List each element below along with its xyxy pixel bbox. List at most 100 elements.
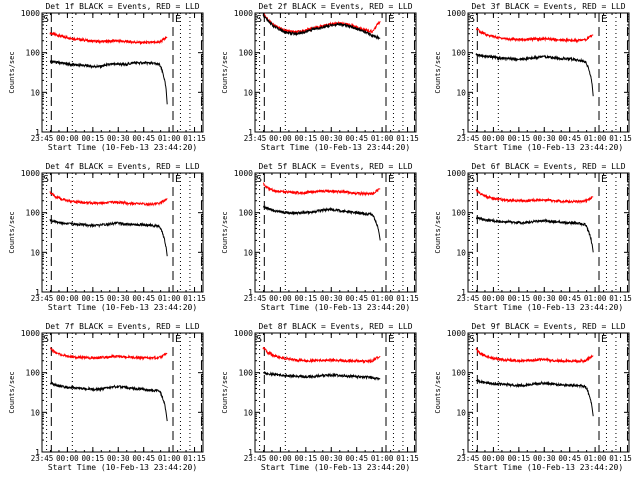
x-tick-label: 00:00 [482, 294, 505, 303]
y-axis-label: Counts/sec [8, 51, 16, 93]
x-tick-label: 00:45 [132, 294, 155, 303]
events-series-line [49, 381, 168, 422]
detector-panel: Det 9f BLACK = Events, RED = LLD S E 1 10 100… [434, 322, 632, 472]
x-tick-label: 00:45 [345, 454, 368, 463]
detector-panel: Det 4f BLACK = Events, RED = LLD S E 1 10 100… [8, 162, 206, 312]
y-tick-label: 10 [456, 88, 466, 97]
x-tick-label: 00:00 [56, 294, 79, 303]
x-tick-label: 23:45 [457, 134, 480, 143]
events-series-line [262, 205, 381, 241]
y-tick-label: 1 [461, 448, 466, 457]
x-axis-label: Start Time (10-Feb-13 23:44:20) [261, 143, 410, 152]
x-tick-label: 00:15 [508, 294, 531, 303]
y-tick-label: 100 [452, 209, 467, 218]
x-tick-label: 00:00 [269, 454, 292, 463]
x-tick-label: 23:45 [457, 294, 480, 303]
y-axis-label: Counts/sec [434, 371, 442, 413]
x-tick-label: 01:00 [371, 454, 394, 463]
start-marker: S [256, 174, 262, 185]
lld-series-line [262, 182, 381, 197]
x-tick-label: 23:45 [244, 134, 267, 143]
end-marker: E [601, 174, 607, 185]
lld-series-line [475, 27, 594, 44]
x-axis-label: Start Time (10-Feb-13 23:44:20) [48, 463, 197, 472]
x-tick-label: 23:45 [244, 454, 267, 463]
start-marker: S [469, 334, 475, 345]
lld-series-line [475, 189, 594, 205]
panel-title: Det 8f BLACK = Events, RED = LLD [258, 322, 412, 331]
y-axis-label: Counts/sec [221, 211, 229, 253]
plot-frame [41, 332, 204, 453]
start-marker: S [469, 14, 475, 25]
events-series-line [475, 53, 594, 97]
x-tick-label: 00:15 [295, 134, 318, 143]
x-tick-label: 01:15 [183, 294, 206, 303]
y-axis-label: Counts/sec [221, 51, 229, 93]
y-tick-label: 1 [248, 288, 253, 297]
y-tick-label: 1000 [447, 329, 466, 338]
panel-title: Det 4f BLACK = Events, RED = LLD [45, 162, 199, 171]
y-axis-label: Counts/sec [8, 371, 16, 413]
plot-frame [254, 332, 417, 453]
y-tick-label: 10 [30, 248, 40, 257]
y-axis-label: Counts/sec [434, 211, 442, 253]
x-tick-label: 01:15 [396, 134, 419, 143]
x-tick-label: 01:00 [158, 454, 181, 463]
y-tick-label: 10 [456, 248, 466, 257]
panel-title: Det 1f BLACK = Events, RED = LLD [45, 2, 199, 11]
events-series-line [49, 59, 168, 105]
y-tick-label: 1 [461, 288, 466, 297]
events-series-line [49, 218, 168, 257]
start-marker: S [256, 334, 262, 345]
y-tick-label: 100 [239, 209, 254, 218]
start-marker: S [43, 174, 49, 185]
x-tick-label: 00:30 [107, 134, 130, 143]
x-tick-label: 00:15 [295, 294, 318, 303]
detector-panel: Det 8f BLACK = Events, RED = LLD S E 1 10 100… [221, 322, 419, 472]
x-axis-label: Start Time (10-Feb-13 23:44:20) [261, 463, 410, 472]
y-tick-label: 10 [243, 248, 253, 257]
x-tick-label: 23:45 [31, 294, 54, 303]
lld-series-line [262, 346, 381, 365]
x-tick-label: 00:45 [345, 134, 368, 143]
start-marker: S [469, 174, 475, 185]
x-tick-label: 01:00 [158, 294, 181, 303]
lld-series-line [475, 347, 594, 364]
y-tick-label: 1000 [447, 9, 466, 18]
x-tick-label: 23:45 [31, 454, 54, 463]
x-axis-label: Start Time (10-Feb-13 23:44:20) [474, 143, 623, 152]
plot-frame [467, 332, 630, 453]
x-tick-label: 00:00 [269, 294, 292, 303]
x-tick-label: 00:15 [295, 454, 318, 463]
detector-panel: Det 5f BLACK = Events, RED = LLD S E 1 10 100… [221, 162, 419, 312]
plot-frame [467, 12, 630, 133]
x-tick-label: 00:45 [558, 454, 581, 463]
x-tick-label: 01:15 [609, 294, 632, 303]
x-tick-label: 23:45 [457, 454, 480, 463]
end-marker: E [601, 334, 607, 345]
panel-title: Det 7f BLACK = Events, RED = LLD [45, 322, 199, 331]
x-tick-label: 00:15 [508, 134, 531, 143]
x-tick-label: 00:00 [482, 134, 505, 143]
plot-frame [254, 12, 417, 133]
y-axis-label: Counts/sec [434, 51, 442, 93]
x-tick-label: 00:45 [558, 294, 581, 303]
plot-frame [467, 172, 630, 293]
x-tick-label: 00:45 [345, 294, 368, 303]
end-marker: E [388, 174, 394, 185]
y-tick-label: 1000 [234, 169, 253, 178]
x-tick-label: 00:30 [533, 454, 556, 463]
x-tick-label: 01:15 [396, 294, 419, 303]
panel-title: Det 9f BLACK = Events, RED = LLD [471, 322, 625, 331]
x-tick-label: 00:45 [132, 134, 155, 143]
y-tick-label: 10 [243, 88, 253, 97]
x-tick-label: 00:00 [482, 454, 505, 463]
x-tick-label: 00:00 [56, 454, 79, 463]
x-tick-label: 23:45 [244, 294, 267, 303]
y-tick-label: 1 [461, 128, 466, 137]
y-tick-label: 1000 [21, 329, 40, 338]
lld-series-line [49, 347, 168, 361]
y-tick-label: 100 [26, 369, 41, 378]
end-marker: E [601, 14, 607, 25]
